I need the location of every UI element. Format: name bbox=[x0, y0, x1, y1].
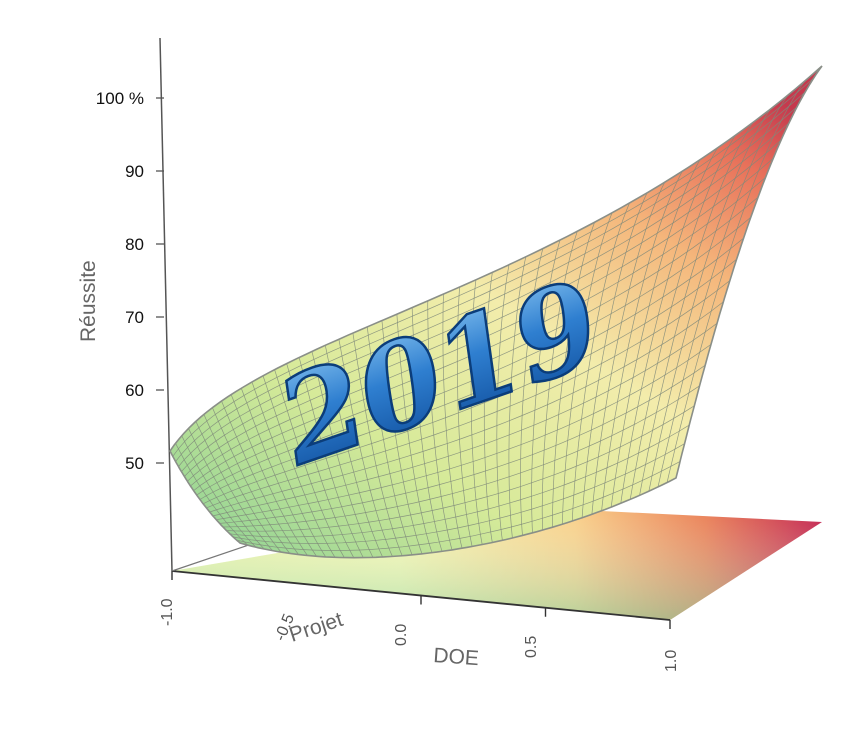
mesh-line-v bbox=[219, 365, 706, 524]
mesh-line-v bbox=[209, 301, 724, 513]
surface-edge bbox=[169, 65, 823, 559]
y-axis-title: Projet bbox=[286, 608, 345, 647]
x-tick-label-0: -1.0 bbox=[159, 598, 176, 626]
mesh-line-v bbox=[226, 405, 695, 532]
mesh-line-v bbox=[216, 344, 712, 521]
mesh-line-v bbox=[199, 237, 744, 500]
z-axis-line bbox=[159, 37, 173, 572]
mesh-line-v bbox=[172, 77, 814, 457]
z-axis-title: Réussite bbox=[77, 260, 100, 342]
z-tick-label: 70 bbox=[125, 308, 144, 327]
mesh-line-v bbox=[236, 461, 681, 551]
mesh-line-v bbox=[206, 280, 731, 509]
z-tick-label: 50 bbox=[125, 454, 144, 473]
z-tick-label: 90 bbox=[125, 162, 144, 181]
x-axis-ticks bbox=[171, 571, 671, 629]
z-tick-label: 60 bbox=[125, 381, 144, 400]
mesh-line-v bbox=[222, 385, 700, 528]
mesh-line-v bbox=[233, 443, 685, 544]
surface-fill bbox=[170, 66, 822, 558]
mesh-line-v bbox=[184, 139, 782, 477]
mesh-line-v bbox=[187, 158, 774, 482]
mesh-line-v bbox=[190, 177, 766, 487]
mesh-line-v bbox=[229, 424, 690, 538]
mesh-line-v bbox=[175, 91, 806, 462]
mesh-line-v bbox=[196, 217, 751, 496]
response-surface bbox=[169, 65, 823, 559]
mesh-line-v bbox=[202, 259, 737, 505]
x-tick-label-3: 1.0 bbox=[663, 650, 680, 672]
surface-mesh bbox=[172, 77, 814, 558]
x-tick-label-1: 0.0 bbox=[393, 624, 410, 646]
z-tick-label: 80 bbox=[125, 235, 144, 254]
floor-shade bbox=[172, 508, 822, 620]
mesh-line-v bbox=[181, 122, 790, 472]
mesh-line-v bbox=[212, 323, 718, 517]
z-tick-label: 100 % bbox=[96, 89, 144, 108]
mesh-line-v bbox=[193, 196, 759, 491]
x-tick-label-2: 0.5 bbox=[523, 636, 540, 658]
mesh-line-v bbox=[178, 106, 798, 467]
z-axis-ticks bbox=[156, 97, 164, 464]
x-axis-title: DOE bbox=[433, 644, 480, 670]
